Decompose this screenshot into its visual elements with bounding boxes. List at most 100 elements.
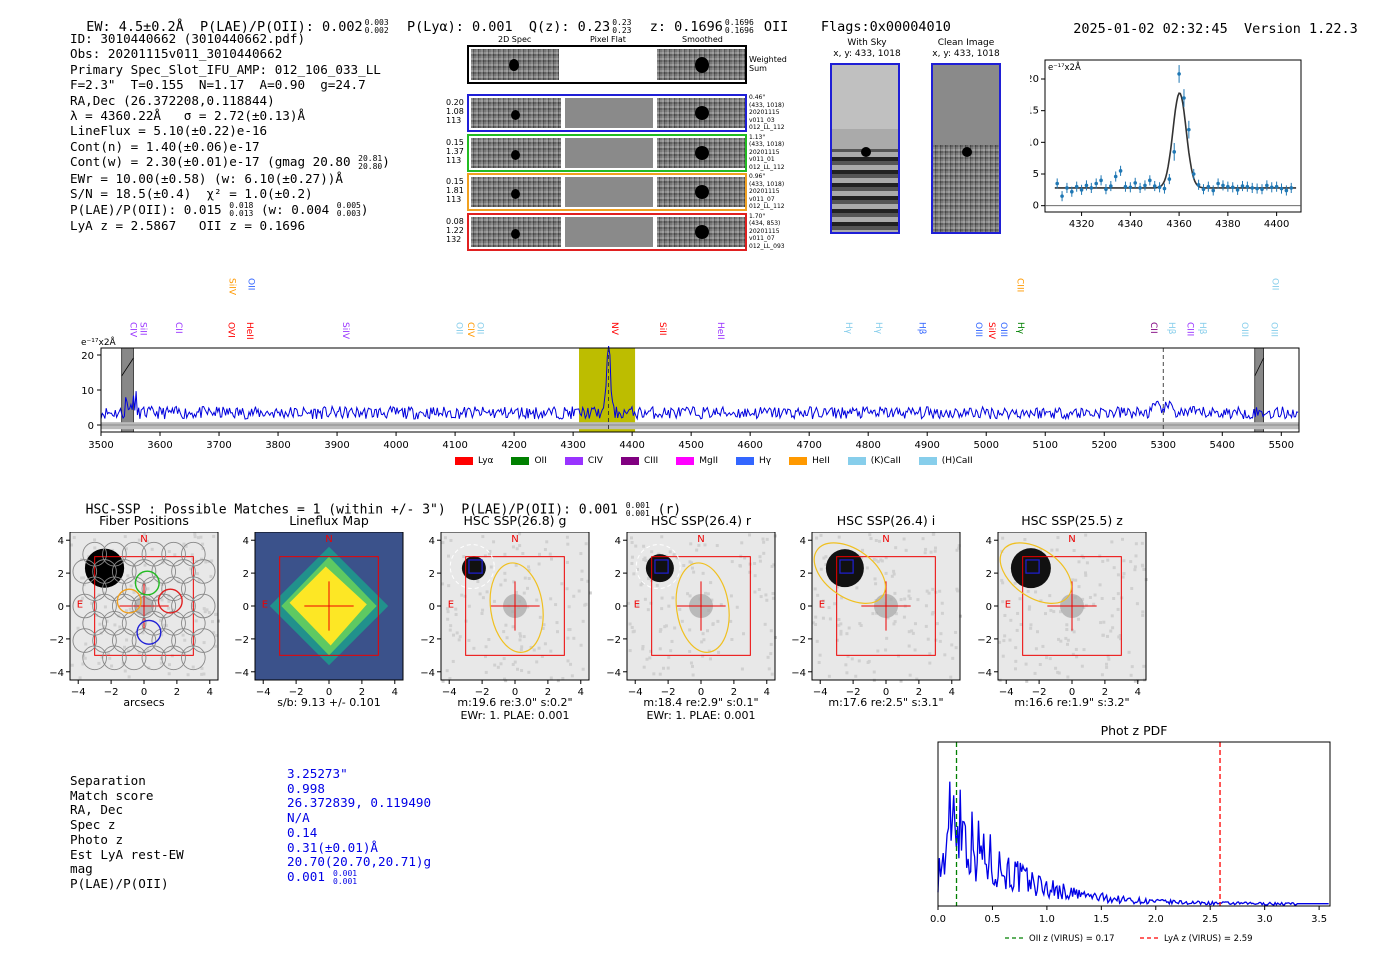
compass-east: E bbox=[1005, 600, 1011, 611]
noise-speck bbox=[560, 582, 564, 586]
noise-speck bbox=[865, 566, 869, 570]
noise-speck bbox=[682, 564, 686, 568]
noise-speck bbox=[532, 648, 536, 652]
noise-speck bbox=[452, 633, 456, 637]
noise-speck bbox=[483, 554, 487, 558]
panel-caption: s/b: 9.13 +/- 0.101 bbox=[277, 696, 381, 709]
pdf-xtick-label: 0.5 bbox=[984, 914, 1000, 925]
noise-speck bbox=[196, 536, 200, 540]
legend-entry: MgII bbox=[676, 456, 718, 466]
fit-data-point bbox=[1094, 181, 1098, 186]
noise-speck bbox=[748, 533, 752, 537]
fit-data-point bbox=[1138, 186, 1142, 190]
match-box bbox=[839, 559, 854, 574]
compass-north: N bbox=[1068, 534, 1075, 545]
noise-speck bbox=[108, 656, 112, 660]
noise-speck bbox=[1081, 556, 1085, 560]
legend-label: (H)CaII bbox=[941, 456, 973, 466]
weighted-2d-image bbox=[471, 49, 559, 80]
fiber-circle bbox=[161, 541, 186, 567]
noise-speck bbox=[511, 545, 515, 549]
noise-speck bbox=[147, 666, 151, 670]
noise-speck bbox=[812, 621, 816, 625]
noise-speck bbox=[545, 540, 549, 544]
noise-speck bbox=[924, 547, 928, 551]
legend-entry: Hγ bbox=[736, 456, 771, 466]
spectrum-xtick-label: 3800 bbox=[265, 440, 290, 451]
fiber-2d-image bbox=[471, 177, 561, 207]
fit-data-point bbox=[1143, 183, 1147, 188]
noise-speck bbox=[899, 598, 903, 602]
noise-speck bbox=[954, 630, 958, 634]
weighted-smoothed-image bbox=[657, 49, 745, 80]
noise-speck bbox=[719, 603, 723, 607]
noise-speck bbox=[1077, 585, 1081, 589]
aperture-box bbox=[836, 556, 936, 656]
noise-speck bbox=[1122, 559, 1126, 563]
noise-speck bbox=[845, 632, 849, 636]
fiber-stat-value: 0.15 bbox=[446, 137, 464, 147]
noise-speck bbox=[127, 675, 131, 679]
noise-speck bbox=[939, 632, 943, 636]
noise-speck bbox=[1041, 644, 1045, 648]
noise-speck bbox=[522, 635, 526, 639]
spectrum-xtick-label: 3600 bbox=[147, 440, 172, 451]
spectrum-error-band bbox=[101, 422, 1299, 430]
noise-speck bbox=[128, 607, 132, 611]
noise-speck bbox=[655, 583, 659, 587]
noise-speck bbox=[893, 591, 897, 595]
noise-speck bbox=[928, 652, 932, 656]
noise-speck bbox=[82, 576, 86, 580]
panel-xtick-label: 0 bbox=[1069, 687, 1075, 698]
noise-speck bbox=[932, 532, 936, 536]
noise-speck bbox=[833, 602, 837, 606]
panel-xtick-label: −4 bbox=[256, 687, 271, 698]
hsc-summary: HSC-SSP : Possible Matches = 1 (within +… bbox=[85, 501, 682, 518]
noise-speck bbox=[629, 536, 633, 540]
fiber-meta-line: 20201115 bbox=[749, 188, 780, 195]
fiber-circle bbox=[121, 576, 147, 602]
fiber-meta-line: v011_07 bbox=[749, 235, 775, 242]
panel-xtick-label: 2 bbox=[1102, 687, 1108, 698]
legend-label: Lyα bbox=[478, 456, 494, 466]
noise-speck bbox=[926, 637, 930, 641]
clean-image-title: Clean Image x, y: 433, 1018 bbox=[932, 38, 1000, 59]
noise-speck bbox=[1116, 607, 1120, 611]
with-sky-image bbox=[830, 63, 900, 234]
noise-speck bbox=[583, 603, 587, 607]
fiber-circle bbox=[141, 645, 167, 671]
fit-data-point bbox=[1211, 188, 1216, 193]
noise-speck bbox=[197, 578, 201, 582]
noise-speck bbox=[485, 590, 489, 594]
noise-speck bbox=[701, 654, 705, 658]
noise-speck bbox=[581, 619, 585, 623]
noise-speck bbox=[168, 663, 172, 667]
fit-data-point bbox=[1265, 183, 1269, 188]
noise-speck bbox=[201, 547, 205, 551]
noise-speck bbox=[874, 539, 878, 543]
noise-speck bbox=[145, 539, 149, 543]
panel-caption: arcsecs bbox=[123, 696, 165, 709]
noise-speck bbox=[874, 582, 878, 586]
noise-speck bbox=[762, 551, 766, 555]
noise-speck bbox=[667, 604, 671, 608]
fiber-circle bbox=[72, 593, 98, 619]
fiber-meta-line: v011_03 bbox=[749, 116, 775, 124]
noise-speck bbox=[472, 646, 476, 650]
source-ellipse bbox=[999, 542, 1072, 604]
fiber-meta-line: 012_LL_112 bbox=[749, 203, 785, 210]
spectrum-xtick-label: 4600 bbox=[737, 440, 762, 451]
noise-speck bbox=[1129, 560, 1133, 564]
info-lambda: λ = 4360.22Å σ = 2.72(±0.13)Å bbox=[70, 108, 306, 124]
fit-data-point bbox=[1245, 184, 1250, 189]
pdf-legend-label: OII z (VIRUS) = 0.17 bbox=[1029, 934, 1115, 944]
emission-line-label: OII bbox=[1269, 278, 1279, 290]
noise-speck bbox=[143, 563, 147, 567]
noise-speck bbox=[646, 608, 650, 612]
noise-speck bbox=[837, 535, 841, 539]
fit-data-point bbox=[1148, 178, 1152, 183]
noise-speck bbox=[441, 541, 445, 545]
noise-speck bbox=[102, 624, 106, 628]
fiber-circle bbox=[111, 593, 137, 619]
noise-speck bbox=[160, 598, 164, 602]
